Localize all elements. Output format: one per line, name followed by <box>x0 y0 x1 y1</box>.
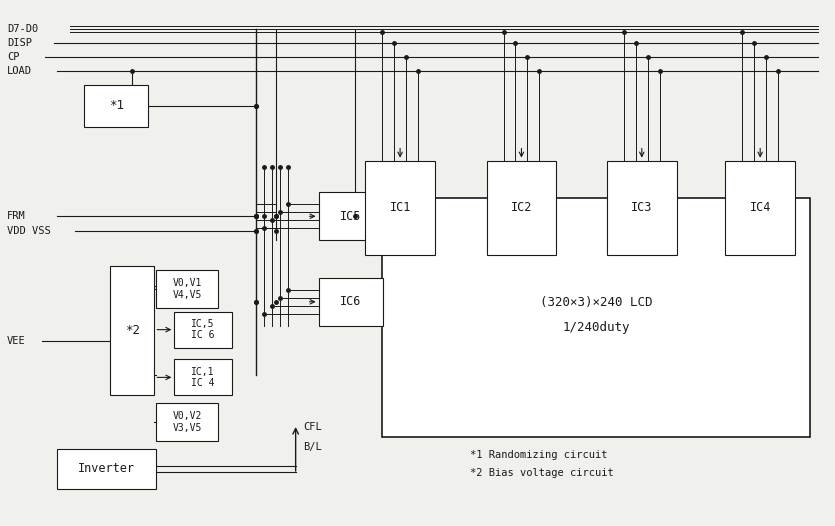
Bar <box>365 160 435 255</box>
Bar <box>175 359 232 396</box>
Bar <box>84 85 149 127</box>
Text: IC1: IC1 <box>389 201 411 214</box>
Text: LOAD: LOAD <box>8 66 33 76</box>
Text: IC4: IC4 <box>750 201 771 214</box>
Text: D7-D0: D7-D0 <box>8 24 38 34</box>
Text: FRM: FRM <box>8 211 26 221</box>
Text: CFL: CFL <box>304 422 322 432</box>
Bar <box>175 312 232 348</box>
Text: VEE: VEE <box>8 336 26 346</box>
Text: IC,5
IC 6: IC,5 IC 6 <box>191 319 215 340</box>
Text: 1/240duty: 1/240duty <box>562 321 630 334</box>
Bar <box>156 403 218 441</box>
Bar <box>382 198 810 437</box>
Bar <box>57 449 156 489</box>
Text: IC5: IC5 <box>340 210 362 222</box>
Text: VDD VSS: VDD VSS <box>8 226 51 236</box>
Bar <box>487 160 556 255</box>
Text: IC2: IC2 <box>511 201 532 214</box>
Text: *2 Bias voltage circuit: *2 Bias voltage circuit <box>470 468 614 478</box>
Bar <box>318 278 383 326</box>
Bar <box>318 193 383 240</box>
Text: IC3: IC3 <box>631 201 652 214</box>
Bar <box>156 270 218 308</box>
Text: Inverter: Inverter <box>78 462 135 476</box>
Bar <box>607 160 676 255</box>
Text: V0,V2
V3,V5: V0,V2 V3,V5 <box>173 411 202 433</box>
Text: *1 Randomizing circuit: *1 Randomizing circuit <box>470 450 607 460</box>
Bar <box>109 266 154 396</box>
Text: V0,V1
V4,V5: V0,V1 V4,V5 <box>173 278 202 300</box>
Text: (320×3)×240 LCD: (320×3)×240 LCD <box>539 296 652 309</box>
Text: IC6: IC6 <box>340 295 362 308</box>
Bar <box>726 160 795 255</box>
Text: *1: *1 <box>109 99 124 113</box>
Text: DISP: DISP <box>8 38 33 48</box>
Text: *2: *2 <box>124 324 139 337</box>
Text: IC,1
IC 4: IC,1 IC 4 <box>191 367 215 388</box>
Text: B/L: B/L <box>304 442 322 452</box>
Text: CP: CP <box>8 52 20 62</box>
